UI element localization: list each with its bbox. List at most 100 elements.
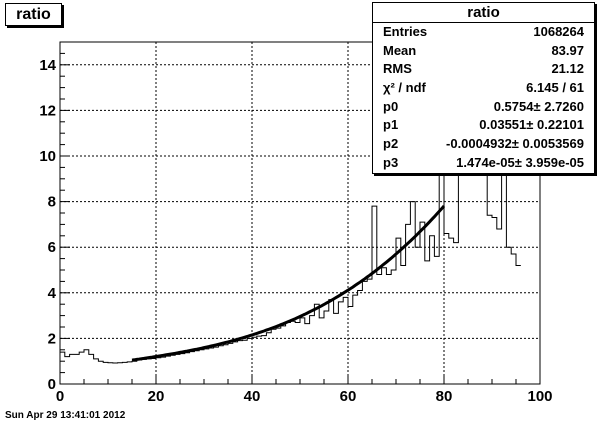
histogram-bin: [209, 348, 214, 384]
histogram-bin: [218, 346, 223, 384]
stats-row-p3: p3 1.474e-05± 3.959e-05: [373, 154, 594, 173]
histogram-bin: [166, 356, 171, 384]
stats-value: 1.474e-05± 3.959e-05: [456, 154, 584, 170]
stats-label: p2: [383, 136, 399, 152]
y-tick-label: 4: [48, 285, 57, 302]
x-tick-label: 80: [436, 388, 453, 405]
stats-row-chi2: χ² / ndf 6.145 / 61: [373, 79, 594, 98]
stats-value: -0.0004932± 0.0053569: [446, 136, 584, 152]
histogram-bin: [127, 362, 132, 384]
y-tick-label: 10: [39, 148, 56, 165]
histogram-bin: [252, 337, 257, 384]
histogram-bin: [391, 270, 396, 384]
histogram-bin: [358, 291, 363, 384]
histogram-bin: [242, 340, 247, 384]
histogram-bin: [410, 202, 415, 384]
y-tick-label: 14: [39, 57, 56, 74]
stats-value: 83.97: [551, 42, 584, 58]
histogram-bin: [262, 336, 267, 384]
histogram-bin: [319, 318, 324, 384]
histogram-bin: [271, 329, 276, 384]
histogram-bin: [487, 215, 492, 384]
histogram-bin: [247, 338, 252, 384]
histogram-bin: [98, 361, 103, 384]
histogram-bin: [415, 247, 420, 384]
stats-label: Entries: [383, 24, 428, 39]
histogram-bin: [118, 363, 123, 384]
histogram-bin: [367, 279, 372, 384]
histogram-bin: [300, 318, 305, 384]
histogram-bin: [338, 302, 343, 384]
histogram-bin: [175, 354, 180, 384]
histogram-bin: [430, 236, 435, 384]
histogram-bin: [497, 229, 502, 384]
x-tick-label: 0: [56, 388, 64, 405]
histogram-bin: [122, 362, 127, 384]
y-tick-label: 2: [48, 330, 56, 347]
x-tick-label: 60: [340, 388, 357, 405]
histogram-bin: [314, 304, 319, 384]
histogram-bin: [281, 326, 286, 384]
histogram-bin: [108, 363, 113, 384]
histogram-bin: [295, 322, 300, 384]
histogram-bin: [199, 350, 204, 384]
histogram-bin: [194, 351, 199, 384]
histogram-bin: [324, 311, 329, 384]
histogram-bin: [103, 362, 108, 384]
histogram-bin: [502, 174, 507, 384]
stats-row-p1: p1 0.03551± 0.22101: [373, 116, 594, 135]
stats-label: χ² / ndf: [383, 80, 426, 96]
histogram-bin: [396, 238, 401, 384]
histogram-bin: [516, 265, 521, 384]
histogram-bin: [238, 341, 243, 384]
stats-row-rms: RMS 21.12: [373, 60, 594, 79]
stats-value: 1068264: [533, 24, 584, 39]
histogram-bin: [113, 363, 118, 384]
histogram-bin: [334, 313, 339, 384]
histogram-bin: [511, 254, 516, 384]
y-tick-label: 6: [48, 239, 56, 256]
stats-label: RMS: [383, 61, 412, 77]
histogram-bin: [161, 357, 166, 384]
histogram-bin: [377, 275, 382, 384]
fit-line: [131, 205, 446, 362]
x-tick-label: 20: [148, 388, 165, 405]
stats-value: 21.12: [551, 61, 584, 77]
histogram-bin: [454, 243, 459, 384]
histogram-bin: [434, 256, 439, 384]
stats-label: Mean: [383, 42, 417, 58]
histogram-bin: [425, 261, 430, 384]
histogram-bin: [146, 359, 151, 384]
histogram-bin: [449, 238, 454, 384]
histogram-bin: [420, 222, 425, 384]
histogram-bin: [70, 354, 75, 384]
histogram-bin: [204, 349, 209, 384]
datestamp: Sun Apr 29 13:41:01 2012: [5, 410, 126, 421]
stats-row-p0: p0 0.5754± 2.7260: [373, 98, 594, 117]
histogram-bin: [190, 352, 195, 384]
histogram-bin: [137, 360, 142, 384]
histogram-bin: [94, 359, 99, 384]
y-tick-label: 0: [48, 376, 56, 393]
histogram-bin: [156, 358, 161, 384]
stats-box: ratio Entries 1068264 Mean 83.97 RMS 21.…: [372, 2, 595, 174]
histogram-bin: [406, 224, 411, 384]
histogram-bin: [214, 347, 219, 384]
histogram-bin: [60, 352, 65, 384]
histogram-bin: [257, 336, 262, 384]
histogram-bin: [228, 343, 233, 384]
histogram-bin: [348, 306, 353, 384]
histogram-bin: [151, 358, 156, 384]
histogram-bin: [362, 281, 367, 384]
histogram-bin: [74, 354, 79, 384]
histogram-bin: [343, 297, 348, 384]
y-tick-label: 12: [39, 102, 56, 119]
histogram-bin: [286, 322, 291, 384]
histogram-bin: [84, 350, 89, 384]
y-tick-label: 8: [48, 194, 56, 211]
histogram-bin: [170, 355, 175, 384]
histogram-bin: [382, 268, 387, 384]
histogram-bin: [290, 321, 295, 384]
histogram-bin: [79, 352, 84, 384]
stats-label: p0: [383, 98, 399, 114]
